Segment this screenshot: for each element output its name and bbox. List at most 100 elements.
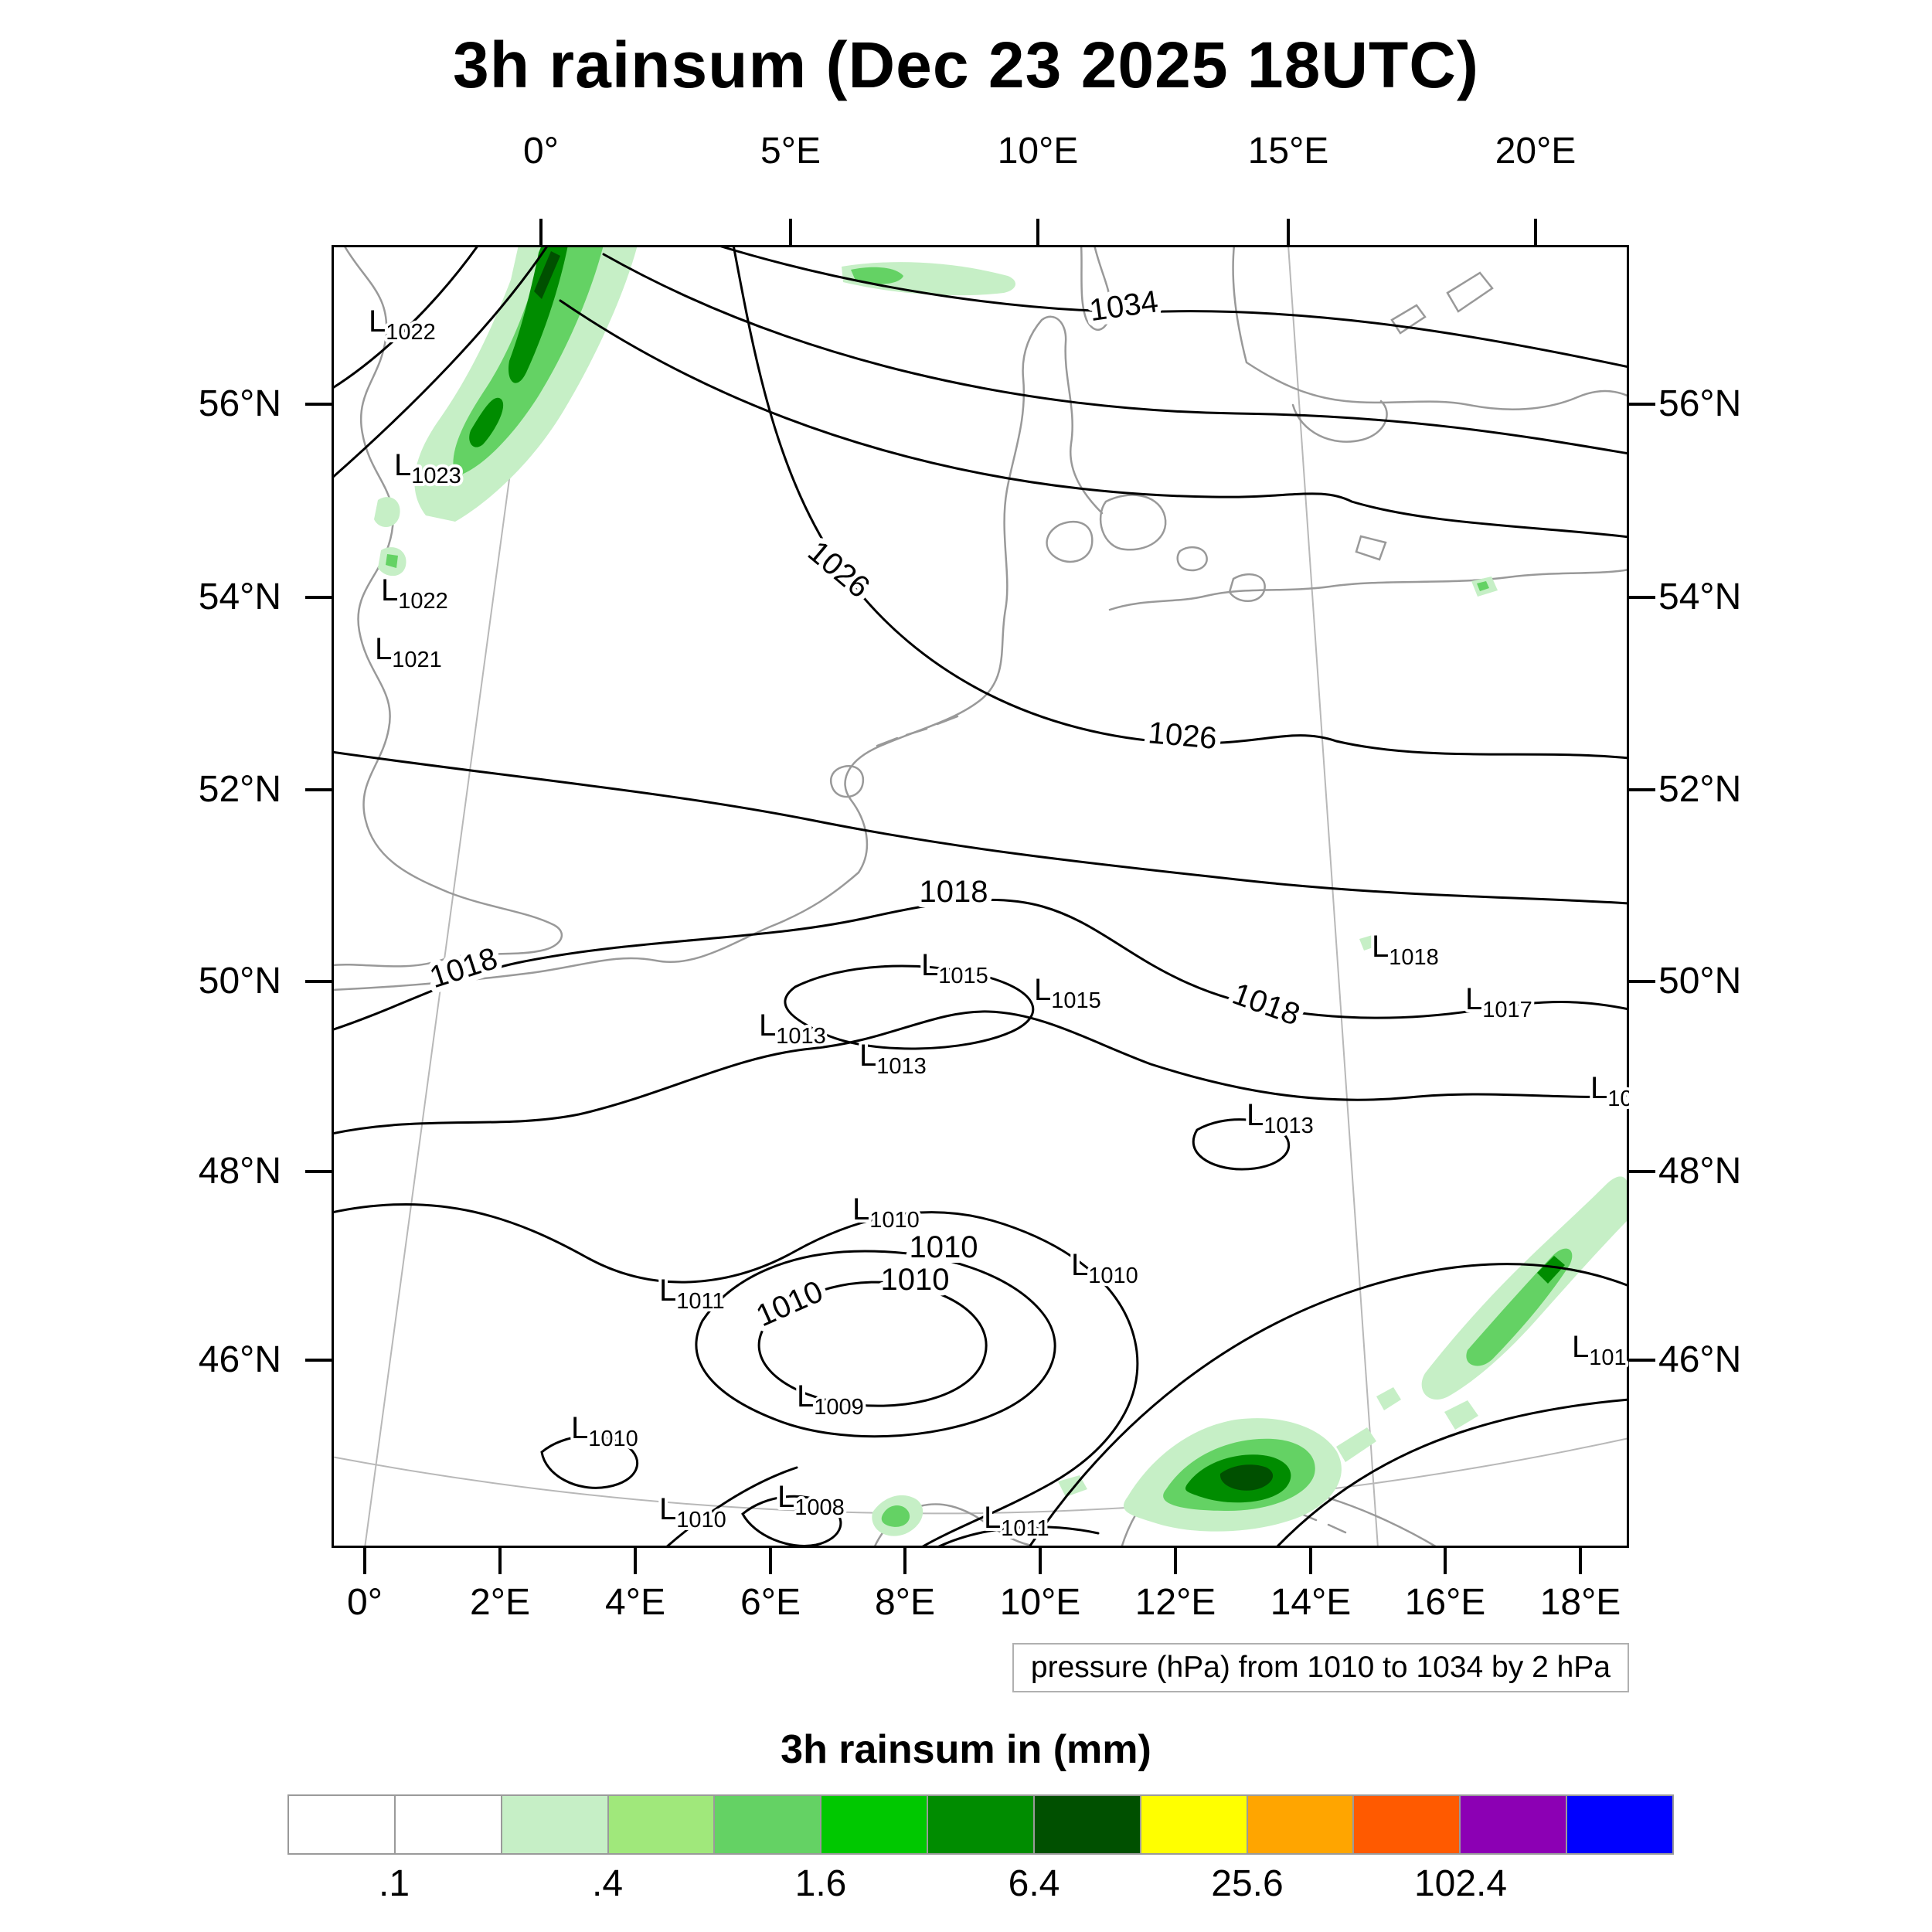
axis-tick-label: 0° [523, 131, 559, 172]
isobar-label: 1018 [1228, 977, 1304, 1032]
low-pressure-label: L1015 [921, 948, 988, 988]
coast-oland [1390, 304, 1427, 335]
axis-tick [1287, 219, 1290, 245]
low-pressure-label: L1011 [659, 1274, 725, 1314]
isobar-1026 [732, 245, 1629, 760]
axis-tick-label: 52°N [198, 769, 281, 810]
axis-tick-label: 48°N [198, 1151, 281, 1192]
axis-tick [363, 1548, 366, 1574]
axis-tick-label: 54°N [198, 577, 281, 617]
axis-tick [1629, 980, 1655, 983]
axis-tick [1629, 788, 1655, 791]
colorbar-cell [820, 1796, 927, 1853]
axis-tick-label: 46°N [1658, 1339, 1742, 1380]
coast-scania [1291, 400, 1388, 443]
pressure-contours [332, 245, 1629, 1548]
axis-tick-label: 6°E [740, 1582, 801, 1623]
axis-tick-label: 8°E [875, 1582, 935, 1623]
low-pressure-label: L1013 [859, 1039, 927, 1079]
colorbar-cell [1566, 1796, 1672, 1853]
rain-scotland-core [509, 245, 568, 383]
coast-island-small [1176, 546, 1208, 572]
rain-uk-coast-1 [374, 497, 400, 528]
colorbar-cell [393, 1796, 501, 1853]
isobar-label: 1010 [881, 1263, 950, 1297]
coast-baltic-south [1108, 568, 1629, 611]
rain-scotland-streak [469, 397, 504, 447]
isobar-southeast-2 [1274, 1398, 1629, 1548]
axis-tick [539, 219, 543, 245]
axis-tick [1579, 1548, 1582, 1574]
axis-tick [1629, 1170, 1655, 1173]
colorbar-tick-label: .4 [591, 1863, 624, 1904]
axis-tick [1039, 1548, 1042, 1574]
colorbar-tick-label: .1 [378, 1863, 410, 1904]
axis-tick [634, 1548, 637, 1574]
pressure-caption: pressure (hPa) from 1010 to 1034 by 2 hP… [1012, 1643, 1629, 1692]
rain-east-alps-max [1537, 1256, 1565, 1284]
colorbar-cell [1459, 1796, 1566, 1853]
axis-tick-label: 50°N [198, 961, 281, 1002]
coast-sweden-south [1232, 245, 1629, 410]
low-pressure-label: L1010 [1071, 1248, 1138, 1288]
low-pressure-label: L1023 [394, 448, 461, 488]
axis-tick [1309, 1548, 1312, 1574]
rain-po-spot [1058, 1475, 1087, 1497]
rain-east-alps-blob [1444, 1400, 1478, 1430]
low-pressure-label: L10 [1590, 1071, 1629, 1111]
legend-title: 3h rainsum in (mm) [781, 1727, 1151, 1772]
axis-tick-label: 10°E [997, 131, 1079, 172]
axis-tick [305, 596, 332, 599]
axis-tick [1629, 403, 1655, 406]
rain-baltic-spot-core [1477, 581, 1489, 591]
colorbar-tick-label: 6.4 [1008, 1863, 1060, 1904]
low-pressure-label: L1010 [571, 1411, 638, 1451]
low-pressure-label: L1010 [852, 1192, 920, 1233]
low-pressure-label: L1022 [381, 573, 448, 614]
coast-gotland [1446, 271, 1494, 313]
isobar-label: 1034 [1087, 284, 1160, 328]
axis-tick [305, 403, 332, 406]
axis-tick [1629, 1359, 1655, 1362]
coast-frisian-1 [876, 736, 899, 747]
colorbar-tick-label: 102.4 [1413, 1863, 1508, 1904]
isobar-label: 1010 [910, 1230, 978, 1264]
rain-uk-coast-2-core [386, 554, 398, 568]
coast-zealand [1099, 494, 1167, 551]
axis-tick-label: 18°E [1539, 1582, 1621, 1623]
low-pressure-label: L1009 [797, 1379, 864, 1420]
axis-tick [1444, 1548, 1447, 1574]
rain-scotland-max [534, 251, 560, 299]
isobar-1010-sw-loop [540, 1434, 639, 1489]
map-frame [332, 245, 1629, 1548]
isobar-bottom-2 [664, 1466, 798, 1548]
isobar-bottom-1 [934, 1526, 1100, 1548]
axis-tick-label: 5°E [760, 131, 821, 172]
axis-tick-label: 20°E [1495, 131, 1577, 172]
isobar-southeast-1 [1027, 1263, 1629, 1548]
low-pressure-label: L1015 [1034, 973, 1101, 1013]
coast-ijsselmeer [830, 765, 865, 798]
axis-tick-label: 14°E [1270, 1582, 1352, 1623]
colorbar-cell [1246, 1796, 1353, 1853]
coast-bornholm [1355, 535, 1387, 561]
axis-tick [1534, 219, 1537, 245]
isobar-1012 [332, 1202, 1139, 1548]
axis-tick-label: 54°N [1658, 577, 1742, 617]
low-pressure-label: L1013 [1247, 1098, 1314, 1138]
axis-tick [1174, 1548, 1177, 1574]
axis-tick-label: 50°N [1658, 961, 1742, 1002]
coast-france-netherlands-denmark [332, 315, 1104, 992]
isobar-1030 [602, 253, 1629, 455]
isobar-1008-loop [741, 1495, 842, 1547]
isobar-label: 1018 [920, 875, 988, 909]
isobar-1016 [332, 1010, 1629, 1135]
coast-adriatic-island-2 [1327, 1523, 1347, 1534]
axis-tick-label: 16°E [1404, 1582, 1486, 1623]
axis-tick-label: 10°E [999, 1582, 1081, 1623]
isobar-1018 [332, 898, 1629, 1032]
isobar-1024-west [332, 245, 480, 390]
low-pressure-label: L1011 [984, 1501, 1049, 1541]
